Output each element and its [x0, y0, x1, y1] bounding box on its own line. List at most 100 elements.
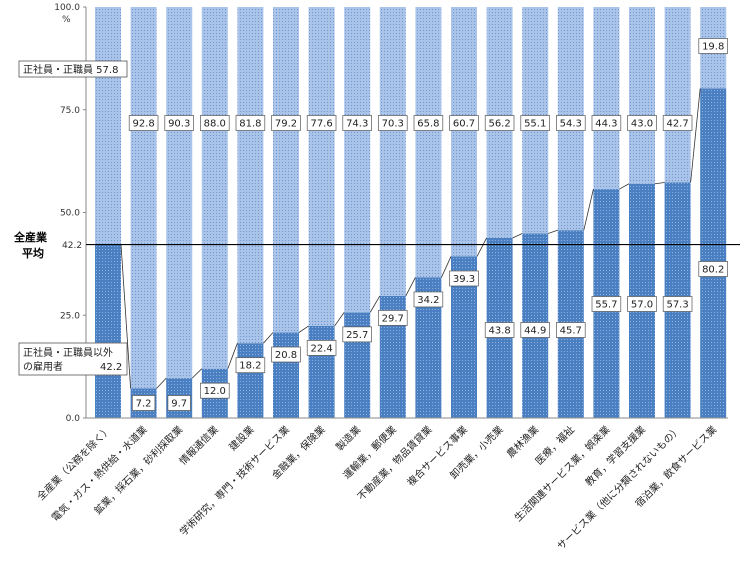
bar-upper-value-label: 92.8	[132, 119, 154, 130]
bar-upper-value-label-box	[378, 115, 408, 131]
bar-lower-value-label: 39.3	[453, 274, 475, 285]
bar-lower-value-label: 44.9	[524, 326, 546, 337]
bar-upper-value-label-box	[271, 115, 301, 131]
bar-lower-value-label-box	[698, 261, 728, 277]
bar-upper-value-label-box	[662, 115, 693, 131]
connector-lines	[120, 88, 701, 389]
bar-upper-value-label-box	[128, 115, 159, 131]
bar-lower-value-label-box	[556, 322, 586, 338]
bar-connector-line	[690, 88, 701, 183]
bar-lower-value-label: 7.2	[136, 399, 152, 410]
bar-lower-value-label: 55.7	[595, 300, 617, 311]
bar-lower-value-label: 34.2	[417, 295, 439, 306]
bar-lower-value-label-box	[520, 322, 550, 338]
bar-upper-value-label: 43.0	[631, 119, 653, 130]
bar-lower-value-label-box	[167, 395, 191, 411]
bar-connector-line	[512, 233, 523, 239]
bar-connector-line	[441, 256, 452, 278]
y-tick-label: 75.0	[60, 106, 80, 116]
bar-lower-value-label: 18.2	[239, 361, 261, 372]
bar-upper-segment	[273, 7, 299, 333]
bar-upper-segment	[344, 7, 371, 313]
bar-lower-value-label: 25.7	[346, 330, 368, 341]
bar-upper-value-label: 44.3	[595, 119, 617, 130]
bar-lower-value-label: 57.3	[666, 300, 688, 311]
bar-connector-line	[120, 244, 131, 389]
bar-lower-value-label: 9.7	[171, 399, 187, 410]
average-label-line2: 平均	[22, 246, 44, 260]
bar-lower-segment	[308, 325, 335, 418]
bar-lower-value-label-box	[413, 291, 444, 308]
bar-connector-line	[583, 188, 594, 231]
bar-upper-value-label-box	[200, 115, 230, 131]
bar-upper-value-label: 74.3	[346, 119, 368, 130]
bar-lower-value-label-box	[306, 340, 337, 356]
bar-lower-segment	[273, 332, 299, 418]
category-label: 製造業	[333, 423, 363, 453]
bar-lower-value-label: 22.4	[310, 343, 332, 354]
bar-connector-line	[156, 377, 167, 389]
bar-upper-segment	[593, 7, 620, 190]
bar-upper-value-label-box	[342, 115, 372, 131]
bar-upper-value-label: 65.8	[417, 119, 439, 130]
bar-lower-value-label-box	[271, 346, 301, 363]
bar-upper-segment	[629, 7, 655, 184]
bar-upper-value-label: 56.2	[488, 119, 510, 130]
bar-connector-line	[476, 237, 487, 257]
bar-lower-segment	[237, 343, 264, 418]
bar-upper-value-label-box	[306, 115, 337, 131]
bar-upper-value-label: 55.1	[524, 119, 546, 130]
bar-upper-value-label-box	[449, 115, 479, 131]
bar-upper-segment	[237, 7, 264, 344]
annotation-lower-value: 42.2	[100, 362, 122, 373]
bar-upper-segment	[308, 7, 335, 326]
y-unit-label: %	[62, 15, 71, 25]
bar-connector-line	[263, 332, 274, 344]
y-tick-labels: 0.0 25.0 50.0 75.0 100.0	[54, 3, 86, 424]
y-tick-label: 0.0	[66, 414, 81, 424]
bar-lower-value-label-box	[662, 296, 693, 312]
bar-upper-segment	[166, 7, 193, 379]
bar-lower-value-label-box	[627, 296, 657, 312]
category-label: 農林漁業	[504, 423, 541, 460]
category-label: 複合サービス事業	[404, 423, 470, 489]
bar-connector-line	[405, 277, 416, 297]
annotation-upper-text: 正社員・正職員 57.8	[23, 63, 118, 76]
bar-lower-value-label: 20.8	[275, 350, 297, 361]
y-tick-label: 100.0	[54, 3, 80, 13]
bar-upper-value-label: 70.3	[382, 119, 404, 130]
y-tick-label: 50.0	[60, 209, 80, 219]
annotation-lower-line2: の雇用者	[23, 360, 63, 373]
bar-lower-value-label-box	[484, 322, 515, 338]
annotation-box-lower	[18, 342, 128, 376]
y-tick-label: 25.0	[60, 311, 80, 321]
bar-upper-value-label-box	[698, 38, 728, 54]
bar-connector-line	[191, 368, 203, 379]
bar-lower-value-label-box	[200, 382, 230, 399]
bar-value-labels: 92.8 7.2 90.3 9.7 88.0 12.0 81.8 18.2 79.2 20.8 77…	[128, 38, 728, 411]
bar-lower-value-label: 29.7	[382, 313, 404, 324]
bar-lower-value-label-box	[342, 326, 372, 343]
bar-upper-value-label: 79.2	[275, 119, 297, 130]
bar-upper-segment	[130, 7, 157, 389]
bar-lower-value-label: 43.8	[488, 326, 510, 337]
bar-upper-segment	[379, 7, 406, 296]
bar-lower-value-label: 12.0	[204, 386, 226, 397]
bar-lower-value-label: 80.2	[702, 265, 724, 276]
bars-layer	[95, 7, 727, 419]
category-label: 教育，学習支援業	[582, 423, 648, 489]
bar-upper-value-label-box	[413, 115, 444, 131]
bar-lower-value-label-box	[235, 357, 266, 374]
bar-upper-value-label: 90.3	[168, 119, 190, 130]
bar-connector-line	[334, 312, 345, 327]
bar-upper-segment	[201, 7, 228, 369]
bar-connector-line	[227, 343, 238, 369]
bar-upper-value-label-box	[591, 115, 622, 131]
bar-upper-value-label-box	[520, 115, 550, 131]
bar-upper-value-label: 42.7	[666, 119, 688, 130]
bar-upper-value-label-box	[627, 115, 657, 131]
bar-lower-segment	[700, 88, 727, 419]
bar-lower-value-label-box	[449, 270, 479, 287]
bar-lower-value-label-box	[591, 296, 622, 312]
